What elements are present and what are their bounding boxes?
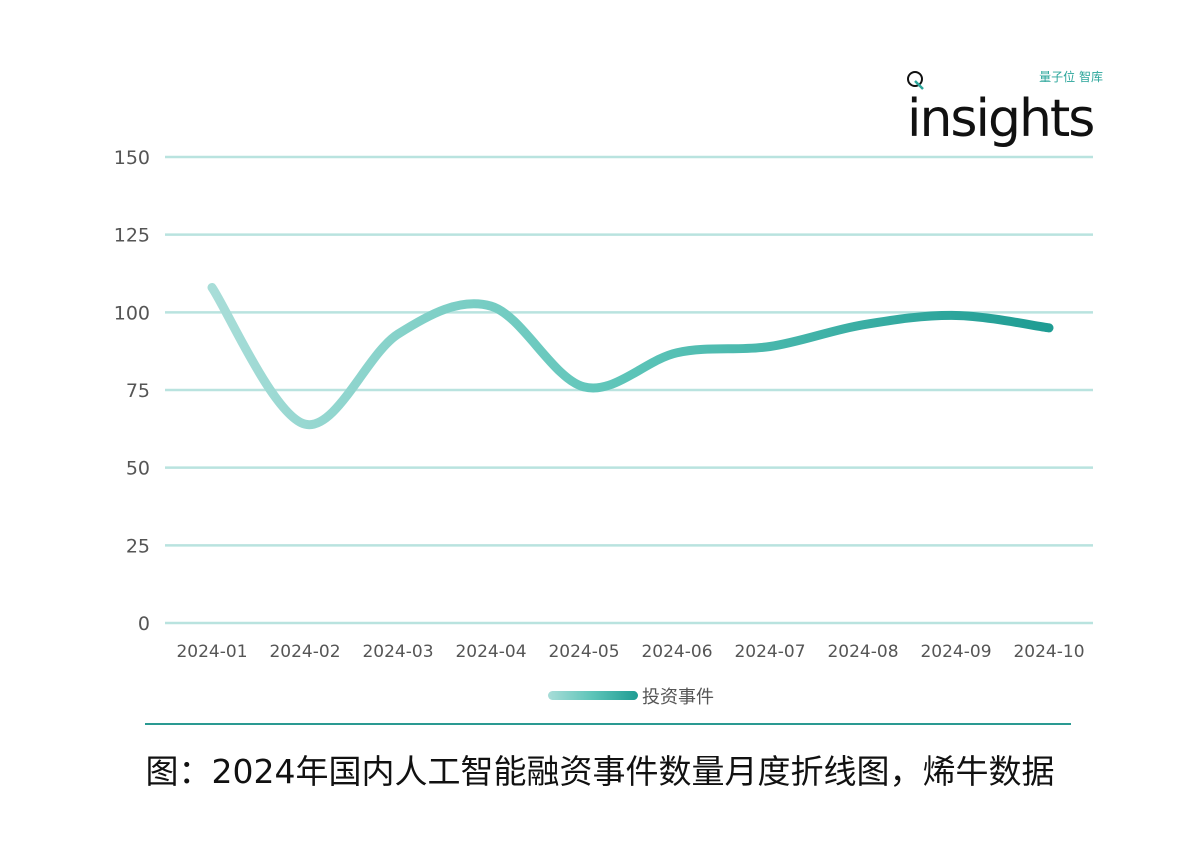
series-line-investment-events <box>207 282 1054 430</box>
x-tick-label: 2024-05 <box>548 642 619 662</box>
x-tick-label: 2024-03 <box>362 642 433 662</box>
legend-label: 投资事件 <box>642 687 714 708</box>
y-tick-label: 0 <box>138 613 150 635</box>
x-tick-label: 2024-02 <box>269 642 340 662</box>
logo: 量子位 智库 insights <box>905 66 1165 152</box>
y-tick-label: 125 <box>114 225 150 247</box>
x-tick-label: 2024-01 <box>176 642 247 662</box>
legend: 投资事件 <box>548 687 714 708</box>
logo-q-icon <box>907 71 924 90</box>
divider <box>145 723 1071 725</box>
logo-cn: 量子位 智库 <box>1039 70 1103 84</box>
y-tick-label: 25 <box>126 535 150 557</box>
x-tick-label: 2024-09 <box>920 642 991 662</box>
y-tick-label: 100 <box>114 302 150 324</box>
x-tick-label: 2024-04 <box>455 642 526 662</box>
y-tick-label: 150 <box>114 147 150 169</box>
figure-caption: 图：2024年国内人工智能融资事件数量月度折线图，烯牛数据 <box>145 752 1055 791</box>
legend-swatch <box>548 691 638 700</box>
y-tick-label: 75 <box>126 380 150 402</box>
x-tick-label: 2024-08 <box>827 642 898 662</box>
logo-en: insights <box>907 89 1095 149</box>
y-tick-label: 50 <box>126 458 150 480</box>
x-tick-label: 2024-07 <box>734 642 805 662</box>
x-tick-label: 2024-10 <box>1013 642 1084 662</box>
x-tick-label: 2024-06 <box>641 642 712 662</box>
